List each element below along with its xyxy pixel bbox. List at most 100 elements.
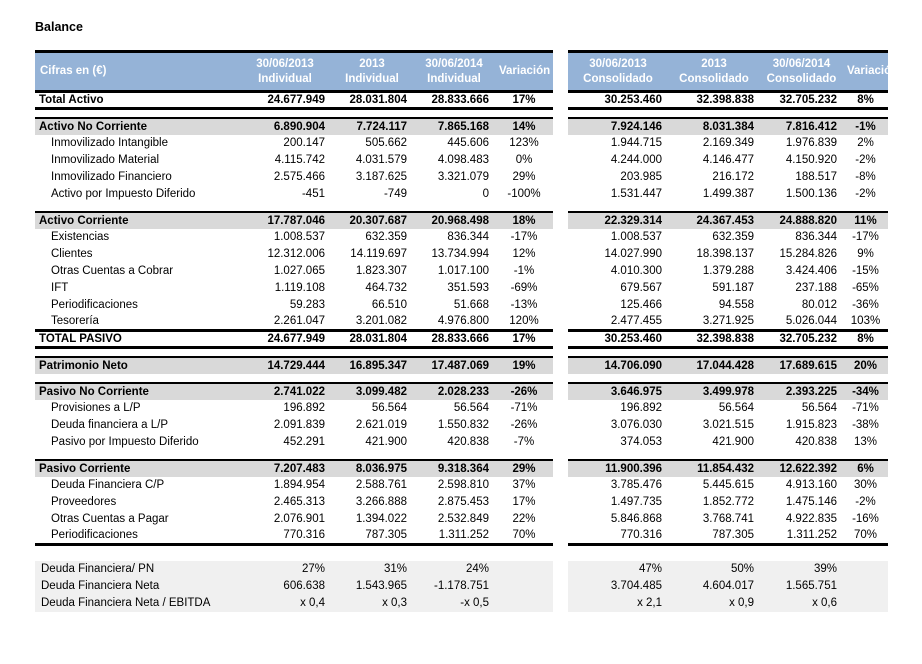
page-title: Balance <box>35 20 83 34</box>
value-cell: 4.913.160 <box>785 479 837 491</box>
row-label: Deuda Financiera Neta / EBITDA <box>35 594 239 612</box>
variation-cell: -7% <box>513 436 535 448</box>
value-cell: 51.668 <box>453 299 489 311</box>
section-row: 22.329.314 24.367.453 24.888.820 11% <box>568 210 888 229</box>
column-header-30-06-2014-individual: 30/06/2014 Individual <box>413 50 495 93</box>
value-cell: 1.311.252 <box>413 527 495 546</box>
value-cell: 24.677.949 <box>239 90 331 110</box>
variation-cell: 19% <box>495 355 553 374</box>
item-row: Periodificaciones 59.283 66.510 51.668 -13% <box>35 297 553 314</box>
variation-cell: 2% <box>857 137 874 149</box>
header-line2: Individual <box>345 72 399 85</box>
item-row: Provisiones a L/P 196.892 56.564 56.564 -71% <box>35 400 553 417</box>
spacer-row <box>35 347 553 357</box>
header-line1: 30/06/2013 <box>589 57 647 70</box>
value-cell: 30.253.460 <box>568 90 668 110</box>
value-cell: 50% <box>668 560 760 578</box>
item-row: 679.567 591.187 237.188 -65% <box>568 280 888 297</box>
value-cell: 1.008.537 <box>273 231 325 243</box>
column-header-30-06-2014-consolidado: 30/06/2014 Consolidado <box>760 50 843 93</box>
value-cell: 3.768.741 <box>702 513 754 525</box>
variation-cell: -69% <box>510 282 538 294</box>
value-cell: 17.487.069 <box>413 355 495 374</box>
item-row: Existencias 1.008.537 632.359 836.344 -17% <box>35 229 553 246</box>
value-cell: x 0,4 <box>239 594 331 612</box>
spacer <box>568 373 888 383</box>
variation-cell: 20% <box>843 355 888 374</box>
item-row: 770.316 787.305 1.311.252 70% <box>568 527 888 546</box>
header-line1: Variación <box>499 65 551 78</box>
header-line2: Individual <box>427 72 481 85</box>
value-cell: 28.031.804 <box>331 329 413 349</box>
variation-cell: -38% <box>852 419 879 431</box>
row-label: IFT <box>51 282 69 294</box>
value-cell: 3.099.482 <box>331 381 413 400</box>
value-cell: 1.915.823 <box>785 419 837 431</box>
row-label: Periodificaciones <box>51 299 138 311</box>
value-cell: 836.344 <box>795 231 837 243</box>
header-line1: 2013 <box>359 57 385 70</box>
variation-cell <box>843 560 888 578</box>
value-cell: 17.787.046 <box>239 210 331 229</box>
item-row: 203.985 216.172 188.517 -8% <box>568 169 888 186</box>
item-row: Inmovilizado Financiero 2.575.466 3.187.62… <box>35 169 553 186</box>
value-cell: 4.010.300 <box>610 265 662 277</box>
column-header-variacion-consolidado: Variación <box>843 50 898 93</box>
item-row: 2.477.455 3.271.925 5.026.044 103% <box>568 314 888 331</box>
value-cell: 18.398.137 <box>696 248 754 260</box>
value-cell: 4.146.477 <box>702 154 754 166</box>
consolidado-table: 30/06/2013 Consolidado 2013 Consolidado … <box>568 50 898 612</box>
value-cell: 32.705.232 <box>760 329 843 349</box>
value-cell: 505.662 <box>365 137 407 149</box>
value-cell: 632.359 <box>365 231 407 243</box>
item-row: 3.785.476 5.445.615 4.913.160 30% <box>568 477 888 494</box>
variation-cell: 11% <box>843 210 888 229</box>
value-cell: 1.565.751 <box>760 577 843 595</box>
section-row: Activo Corriente 17.787.046 20.307.687 20.9… <box>35 210 553 229</box>
column-header-30-06-2013-consolidado: 30/06/2013 Consolidado <box>568 50 668 93</box>
item-row: 125.466 94.558 80.012 -36% <box>568 297 888 314</box>
total-row: 30.253.460 32.398.838 32.705.232 8% <box>568 329 888 349</box>
item-row: 196.892 56.564 56.564 -71% <box>568 400 888 417</box>
summary-row: x 2,1 x 0,9 x 0,6 <box>568 594 888 612</box>
value-cell: 17.689.615 <box>760 355 843 374</box>
value-cell: 3.076.030 <box>610 419 662 431</box>
item-row: Activo por Impuesto Diferido -451 -749 0 -10… <box>35 186 553 203</box>
value-cell: 3.021.515 <box>702 419 754 431</box>
variation-cell <box>495 577 553 595</box>
row-label: Pasivo por Impuesto Diferido <box>51 436 199 448</box>
value-cell: 4.922.835 <box>785 513 837 525</box>
variation-cell: -17% <box>852 231 879 243</box>
value-cell: 22.329.314 <box>568 210 668 229</box>
row-label: Deuda Financiera/ PN <box>35 560 239 578</box>
value-cell: 24% <box>413 560 495 578</box>
value-cell: 3.187.625 <box>355 171 407 183</box>
value-cell: 3.704.485 <box>568 577 668 595</box>
variation-cell <box>843 594 888 612</box>
value-cell: 787.305 <box>331 527 413 546</box>
spacer-row <box>35 373 553 383</box>
value-cell: 1.311.252 <box>760 527 843 546</box>
value-cell: 196.892 <box>283 402 325 414</box>
variation-cell: 14% <box>495 116 553 135</box>
spacer <box>568 544 888 561</box>
variation-cell: -15% <box>852 265 879 277</box>
header-row: Cifras en (€) 30/06/2013 Individual 2013… <box>35 50 553 93</box>
value-cell: 679.567 <box>620 282 662 294</box>
row-label: Clientes <box>51 248 93 260</box>
row-label: Activo Corriente <box>35 210 239 229</box>
value-cell: 421.900 <box>365 436 407 448</box>
value-cell: 1.543.965 <box>331 577 413 595</box>
row-label: Activo por Impuesto Diferido <box>51 188 196 200</box>
value-cell: 420.838 <box>795 436 837 448</box>
section-row: Pasivo Corriente 7.207.483 8.036.975 9.318.… <box>35 458 553 477</box>
variation-cell: 17% <box>495 90 553 110</box>
variation-cell: 17% <box>495 329 553 349</box>
consolidado-table-body: 30.253.460 32.398.838 32.705.232 8% 7.924.14… <box>568 90 888 612</box>
value-cell: 770.316 <box>568 527 668 546</box>
column-header-30-06-2013-individual: 30/06/2013 Individual <box>239 50 331 93</box>
value-cell: 2.477.455 <box>610 315 662 328</box>
row-label: Provisiones a L/P <box>51 402 141 414</box>
variation-cell <box>495 594 553 612</box>
spacer-row <box>568 202 888 212</box>
